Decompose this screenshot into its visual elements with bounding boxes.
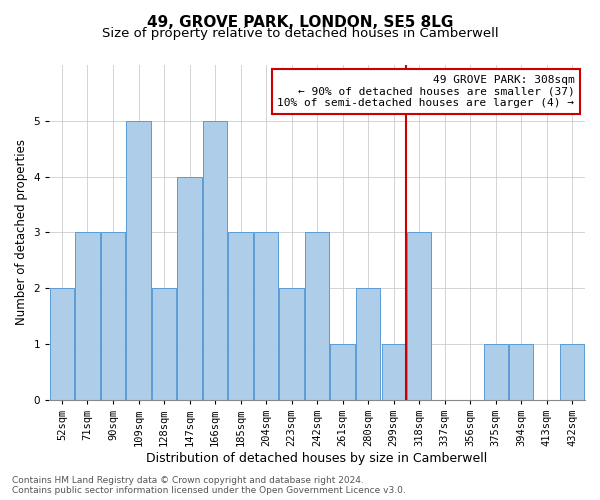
Bar xyxy=(254,232,278,400)
Bar xyxy=(50,288,74,400)
Text: Contains HM Land Registry data © Crown copyright and database right 2024.
Contai: Contains HM Land Registry data © Crown c… xyxy=(12,476,406,495)
Bar xyxy=(509,344,533,400)
Bar xyxy=(229,232,253,400)
Bar xyxy=(76,232,100,400)
X-axis label: Distribution of detached houses by size in Camberwell: Distribution of detached houses by size … xyxy=(146,452,488,465)
Bar xyxy=(305,232,329,400)
Bar xyxy=(203,121,227,400)
Bar xyxy=(280,288,304,400)
Bar xyxy=(178,176,202,400)
Bar xyxy=(152,288,176,400)
Text: 49 GROVE PARK: 308sqm
← 90% of detached houses are smaller (37)
10% of semi-deta: 49 GROVE PARK: 308sqm ← 90% of detached … xyxy=(277,75,574,108)
Bar xyxy=(484,344,508,400)
Text: 49, GROVE PARK, LONDON, SE5 8LG: 49, GROVE PARK, LONDON, SE5 8LG xyxy=(147,15,453,30)
Bar xyxy=(331,344,355,400)
Bar xyxy=(127,121,151,400)
Y-axis label: Number of detached properties: Number of detached properties xyxy=(15,140,28,326)
Text: Size of property relative to detached houses in Camberwell: Size of property relative to detached ho… xyxy=(101,28,499,40)
Bar xyxy=(560,344,584,400)
Bar xyxy=(101,232,125,400)
Bar xyxy=(407,232,431,400)
Bar xyxy=(356,288,380,400)
Bar xyxy=(382,344,406,400)
